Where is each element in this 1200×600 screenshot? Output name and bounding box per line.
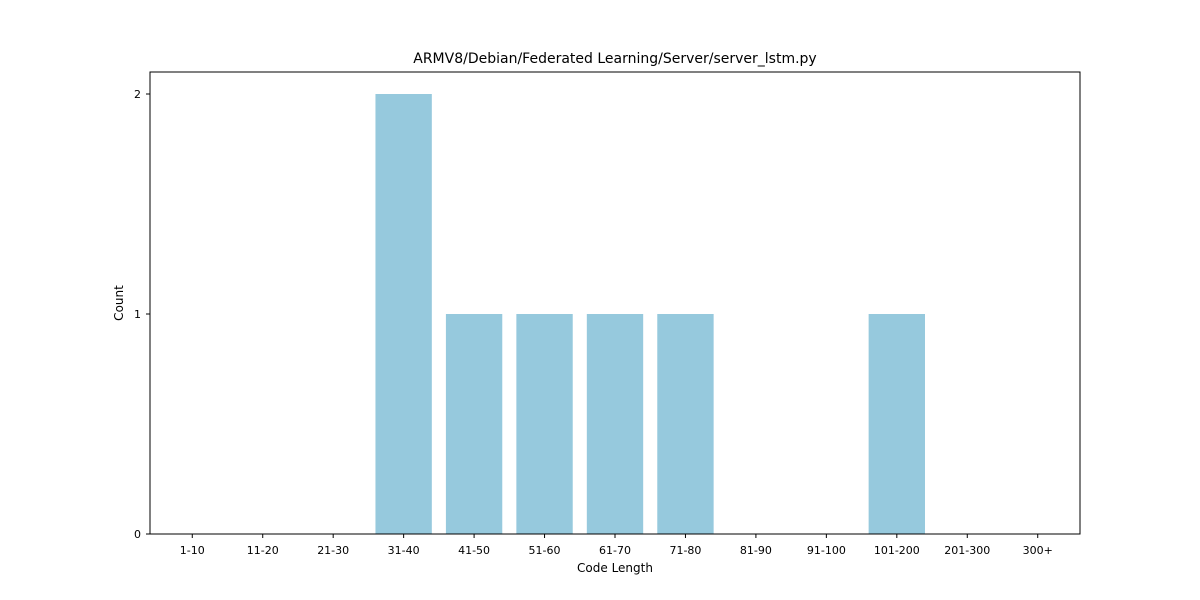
x-tick-label: 1-10 [180,544,205,557]
bar-51-60 [516,314,573,534]
y-axis-label: Count [112,285,126,321]
y-axis-ticks: 0 1 2 [134,88,150,541]
x-tick-label: 81-90 [740,544,772,557]
x-tick-label: 11-20 [247,544,279,557]
y-tick-label: 2 [134,88,141,101]
x-tick-label: 51-60 [529,544,561,557]
bar-61-70 [586,314,644,534]
x-tick-label: 21-30 [317,544,349,557]
x-tick-label: 61-70 [599,544,631,557]
x-tick-label: 101-200 [874,544,920,557]
x-tick-label: 91-100 [807,544,846,557]
x-axis-label: Code Length [577,561,653,575]
y-tick-label: 1 [134,308,141,321]
bar-101-200 [868,314,925,534]
bar-31-40 [375,94,432,534]
x-tick-label: 300+ [1023,544,1053,557]
x-tick-label: 71-80 [669,544,701,557]
x-tick-label: 31-40 [388,544,420,557]
x-tick-label: 201-300 [944,544,990,557]
bar-71-80 [657,314,714,534]
y-tick-label: 0 [134,528,141,541]
x-axis-ticks: 1-10 11-20 21-30 31-40 41-50 51-60 61-70 71-80 8… [180,534,1053,557]
bar-41-50 [445,314,503,534]
chart-title: ARMV8/Debian/Federated Learning/Server/s… [413,51,816,67]
x-tick-label: 41-50 [458,544,490,557]
bars-group [375,94,925,534]
